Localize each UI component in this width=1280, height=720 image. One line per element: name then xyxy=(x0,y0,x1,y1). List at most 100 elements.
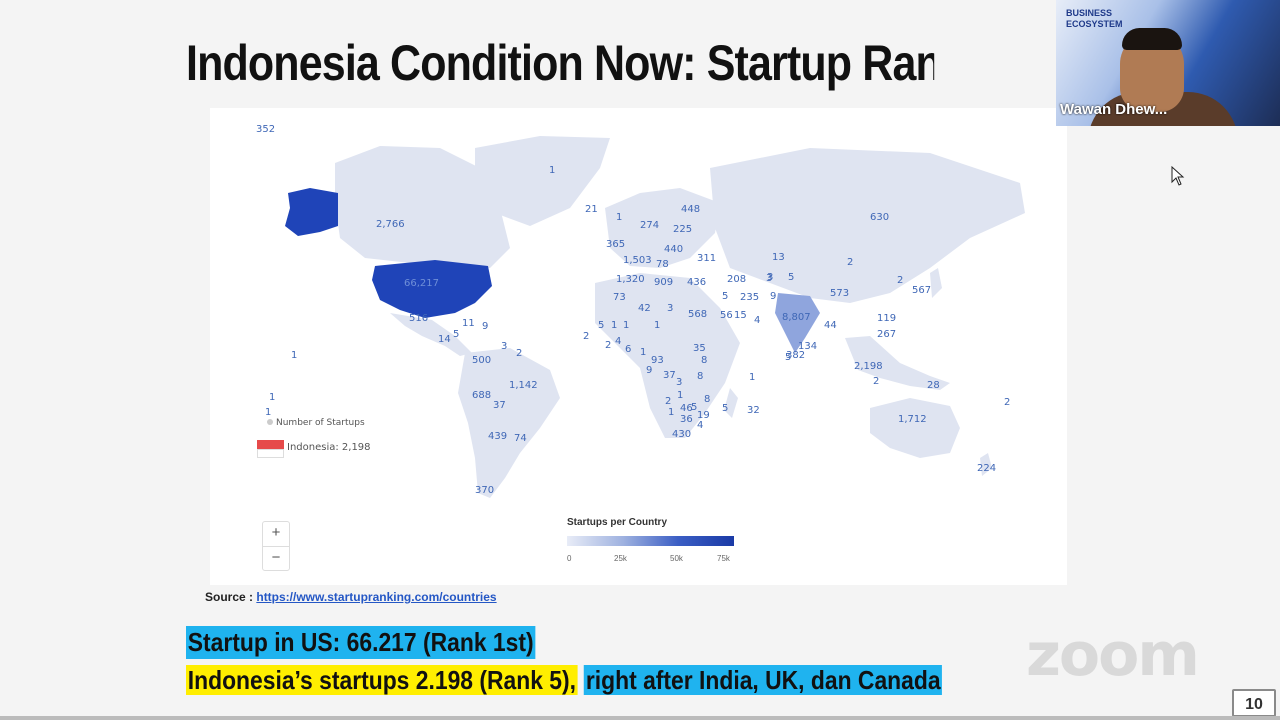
map-count-label: 311 xyxy=(697,253,717,264)
map-count-label: 1 xyxy=(640,347,647,358)
map-count-label: 4 xyxy=(615,336,622,347)
indonesia-flag-icon xyxy=(257,440,284,458)
map-count-label: 370 xyxy=(475,485,495,496)
map-count-label: 44 xyxy=(824,320,837,331)
map-count-label: 440 xyxy=(664,244,684,255)
map-count-label: 382 xyxy=(786,350,806,361)
map-count-label: 74 xyxy=(514,433,527,444)
map-europe xyxy=(605,188,720,268)
map-zoom-in-button[interactable]: + xyxy=(263,522,289,547)
map-count-label: 436 xyxy=(687,277,707,288)
source-link[interactable]: https://www.startupranking.com/countries xyxy=(256,590,497,604)
map-alaska xyxy=(285,188,338,236)
map-count-label: 1 xyxy=(616,212,623,223)
map-count-label: 352 xyxy=(256,124,276,135)
banner-line2: ECOSYSTEM xyxy=(1066,19,1123,29)
map-count-label: 3 xyxy=(667,303,674,314)
map-count-label: 5 xyxy=(785,352,792,363)
mouse-cursor-icon xyxy=(1171,166,1185,186)
map-count-label: 1 xyxy=(623,320,630,331)
map-count-label: 13 xyxy=(772,252,785,263)
map-australia xyxy=(870,398,960,458)
participant-hair xyxy=(1122,28,1182,50)
map-count-label: 2,198 xyxy=(854,361,883,372)
map-count-label: 2 xyxy=(873,376,880,387)
map-count-label: 1 xyxy=(265,407,272,418)
map-count-label: 5 xyxy=(722,403,729,414)
map-count-label: 8,807 xyxy=(782,312,811,323)
map-count-label: 28 xyxy=(927,380,940,391)
map-zoom-out-button[interactable]: − xyxy=(271,549,281,566)
map-count-label: 1,320 xyxy=(616,274,645,285)
legend-number-of-startups: Number of Startups xyxy=(267,418,365,428)
scale-tick: 75k xyxy=(717,554,730,563)
map-new-zealand xyxy=(980,453,992,476)
map-count-label: 46 xyxy=(680,403,693,414)
map-count-label: 2 xyxy=(1004,397,1011,408)
map-count-label: 365 xyxy=(606,239,626,250)
scale-tick: 25k xyxy=(614,554,627,563)
indonesia-startup-highlight: Indonesia’s startups 2.198 (Rank 5), rig… xyxy=(186,664,943,697)
source-label: Source : xyxy=(205,590,257,604)
after-countries-text: right after India, UK, dan Canada xyxy=(584,665,943,695)
legend-dot-icon xyxy=(267,419,273,425)
map-count-label: 567 xyxy=(912,285,932,296)
map-count-label: 9 xyxy=(482,321,489,332)
map-count-label: 225 xyxy=(673,224,693,235)
map-count-label: 66,217 xyxy=(404,278,439,289)
map-count-label: 119 xyxy=(877,313,897,324)
map-count-label: 15 xyxy=(734,310,747,321)
map-count-label: 8 xyxy=(704,394,711,405)
indonesia-rank-text: Indonesia’s startups 2.198 (Rank 5), xyxy=(186,665,578,695)
map-count-label: 36 xyxy=(680,414,693,425)
map-count-label: 1 xyxy=(549,165,556,176)
map-count-label: 4 xyxy=(754,315,761,326)
map-madagascar xyxy=(724,388,738,418)
map-count-label: 37 xyxy=(663,370,676,381)
map-count-label: 5 xyxy=(788,272,795,283)
map-count-label: 2 xyxy=(605,340,612,351)
map-count-label: 2 xyxy=(516,348,523,359)
map-asia xyxy=(710,148,1025,303)
world-map-panel: 352 2,766 66,217 516 14 5 11 9 3 2 1 1 1 500 1,142 688 3… xyxy=(210,108,1067,585)
world-map xyxy=(285,136,1025,498)
map-count-label: 1 xyxy=(668,407,675,418)
map-count-label: 267 xyxy=(877,329,897,340)
map-count-label: 208 xyxy=(727,274,747,285)
map-count-label: 5 xyxy=(722,291,729,302)
map-count-label: 1 xyxy=(611,320,618,331)
map-count-label: 21 xyxy=(585,204,598,215)
map-count-label: 1 xyxy=(269,392,276,403)
map-count-label: 430 xyxy=(672,429,692,440)
map-southeast-asia xyxy=(845,336,950,390)
map-canada xyxy=(335,146,510,268)
map-count-label: 35 xyxy=(693,343,706,354)
map-count-label: 5 xyxy=(598,320,605,331)
map-count-label: 32 xyxy=(747,405,760,416)
legend-number-label: Number of Startups xyxy=(276,418,365,428)
map-count-label: 688 xyxy=(472,390,492,401)
map-count-label: 500 xyxy=(472,355,492,366)
map-count-label: 9 xyxy=(770,291,777,302)
map-count-label: 2 xyxy=(897,275,904,286)
map-count-label: 56 xyxy=(720,310,733,321)
map-count-label: 14 xyxy=(438,334,451,345)
map-india xyxy=(775,293,820,353)
map-count-label: 516 xyxy=(409,313,429,324)
map-count-label: 8 xyxy=(701,355,708,366)
us-startup-highlight: Startup in US: 66.217 (Rank 1st) xyxy=(186,626,536,659)
color-scale-bar xyxy=(567,536,734,546)
map-count-label: 235 xyxy=(740,292,760,303)
map-count-label: 573 xyxy=(830,288,850,299)
map-count-label: 8 xyxy=(697,371,704,382)
map-count-label: 3 xyxy=(676,377,683,388)
participant-video-tile[interactable]: BUSINESS ECOSYSTEM Wawan Dhew... xyxy=(1056,0,1280,126)
map-count-label: 19 xyxy=(697,410,710,421)
map-count-label: 134 xyxy=(798,341,818,352)
map-zoom-control: + − xyxy=(262,521,290,571)
map-count-label: 3 xyxy=(767,272,774,283)
map-usa xyxy=(372,260,492,318)
map-south-america xyxy=(458,348,560,498)
video-background-banner: BUSINESS ECOSYSTEM xyxy=(1066,8,1161,68)
map-count-label: 2 xyxy=(665,396,672,407)
